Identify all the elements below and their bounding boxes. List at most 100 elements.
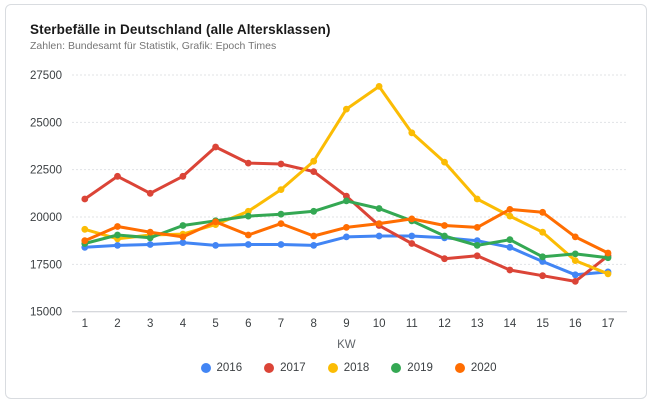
data-point-2016-kw4 (179, 239, 187, 247)
legend-item-2019: 2019 (391, 362, 433, 374)
data-point-2017-kw16 (571, 278, 579, 285)
data-point-2017-kw11 (408, 240, 416, 247)
series-2019 (81, 197, 612, 262)
legend-label-2017: 2017 (280, 362, 306, 374)
legend-item-2016: 2016 (200, 362, 243, 374)
data-point-2020-kw15 (539, 208, 546, 216)
series-line-2020 (83, 207, 610, 255)
data-point-2016-kw10 (375, 232, 383, 240)
data-point-2018-kw7 (277, 186, 285, 194)
x-tick-label: 12 (438, 318, 451, 330)
x-tick-label: 7 (278, 318, 284, 330)
data-point-2017-kw1 (81, 195, 89, 203)
data-point-2020-kw11 (408, 215, 416, 223)
series-line-2018 (83, 84, 610, 276)
x-tick-label: 14 (504, 318, 517, 330)
series-line-2016 (83, 234, 610, 277)
legend-item-2017: 2017 (264, 362, 306, 374)
x-tick-label: 9 (343, 318, 349, 330)
data-point-2019-kw4 (179, 222, 187, 229)
data-point-2020-kw12 (441, 222, 448, 229)
x-tick-label: 6 (245, 318, 251, 330)
legend-label-2018: 2018 (343, 362, 370, 374)
data-point-2019-kw16 (571, 250, 579, 258)
data-point-2016-kw14 (506, 243, 514, 251)
data-point-2020-kw13 (473, 224, 481, 231)
data-point-2017-kw9 (343, 192, 350, 200)
data-point-2017-kw3 (146, 189, 154, 197)
x-tick-label: 2 (114, 318, 120, 330)
data-point-2019-kw7 (277, 210, 285, 218)
x-axis-labels: 1 2 3 4 5 6 7 8 9 10 11 12 13 14 15 16 17 (82, 318, 615, 330)
data-point-2018-kw13 (473, 195, 481, 203)
data-point-2018-kw16 (571, 257, 579, 264)
data-point-2016-kw15 (539, 258, 546, 265)
x-tick-label: 17 (602, 318, 615, 330)
data-point-2016-kw16 (571, 271, 579, 279)
data-point-2018-kw8 (310, 157, 318, 165)
data-point-2020-kw9 (343, 224, 350, 231)
data-point-2017-kw12 (441, 255, 448, 263)
series-2018 (81, 83, 612, 278)
data-point-2019-kw13 (473, 242, 481, 249)
data-point-2020-kw2 (114, 223, 121, 230)
data-point-2020-kw10 (375, 220, 383, 228)
series-2020 (81, 206, 612, 257)
y-tick-label: 20000 (30, 212, 62, 224)
data-point-2019-kw9 (343, 197, 350, 205)
data-point-2018-kw15 (539, 228, 546, 236)
legend-dot-2017 (264, 363, 275, 373)
y-tick-label: 27500 (30, 70, 62, 82)
legend-label-2019: 2019 (407, 362, 433, 374)
x-tick-label: 4 (180, 318, 187, 330)
data-point-2018-kw1 (81, 225, 89, 233)
data-point-2017-kw15 (539, 272, 546, 280)
data-point-2018-kw11 (408, 129, 416, 137)
data-point-2020-kw8 (310, 232, 318, 240)
data-point-2016-kw3 (146, 241, 154, 248)
data-point-2016-kw5 (212, 242, 220, 249)
data-point-2016-kw2 (114, 242, 121, 249)
chart-title: Sterbefälle in Deutschland (alle Altersk… (30, 22, 331, 37)
x-tick-label: 3 (147, 318, 153, 330)
series-2016 (81, 232, 612, 279)
legend-label-2016: 2016 (216, 362, 243, 374)
x-tick-label: 13 (471, 318, 484, 330)
legend-item-2020: 2020 (454, 362, 496, 374)
data-point-2019-kw10 (375, 205, 383, 212)
legend-item-2018: 2018 (327, 362, 370, 374)
gridlines (72, 74, 627, 313)
data-point-2019-kw12 (441, 232, 448, 240)
data-point-2019-kw6 (244, 212, 252, 220)
x-tick-label: 16 (569, 318, 582, 330)
x-axis-title: KW (337, 339, 356, 351)
data-point-2016-kw11 (408, 232, 416, 240)
data-point-2020-kw4 (179, 233, 187, 241)
legend-dot-2020 (454, 363, 465, 373)
chart-subtitle: Zahlen: Bundesamt für Statistik, Grafik:… (30, 40, 277, 52)
data-point-2017-kw13 (473, 252, 481, 260)
data-point-2020-kw1 (81, 237, 89, 245)
chart-legend: 2016 2017 2018 2019 2020 (72, 358, 625, 378)
data-point-2016-kw7 (277, 241, 285, 248)
data-point-2018-kw6 (244, 207, 252, 215)
x-tick-label: 8 (310, 318, 316, 330)
y-tick-label: 15000 (30, 307, 62, 319)
legend-dot-2019 (391, 363, 402, 373)
data-point-2019-kw15 (539, 253, 546, 261)
data-point-2017-kw5 (212, 143, 220, 151)
x-tick-label: 5 (212, 318, 218, 330)
series-line-2017 (83, 145, 610, 283)
data-point-2017-kw4 (179, 172, 187, 180)
data-point-2016-kw8 (310, 242, 318, 249)
legend-dot-2016 (200, 363, 211, 373)
data-point-2020-kw16 (571, 233, 579, 241)
series-2017 (81, 143, 612, 285)
data-point-2017-kw14 (506, 266, 514, 274)
data-point-2017-kw8 (310, 168, 318, 176)
legend-dot-2018 (327, 363, 338, 373)
data-point-2019-kw17 (604, 254, 612, 262)
data-point-2018-kw10 (375, 83, 383, 90)
data-point-2020-kw7 (277, 220, 285, 228)
